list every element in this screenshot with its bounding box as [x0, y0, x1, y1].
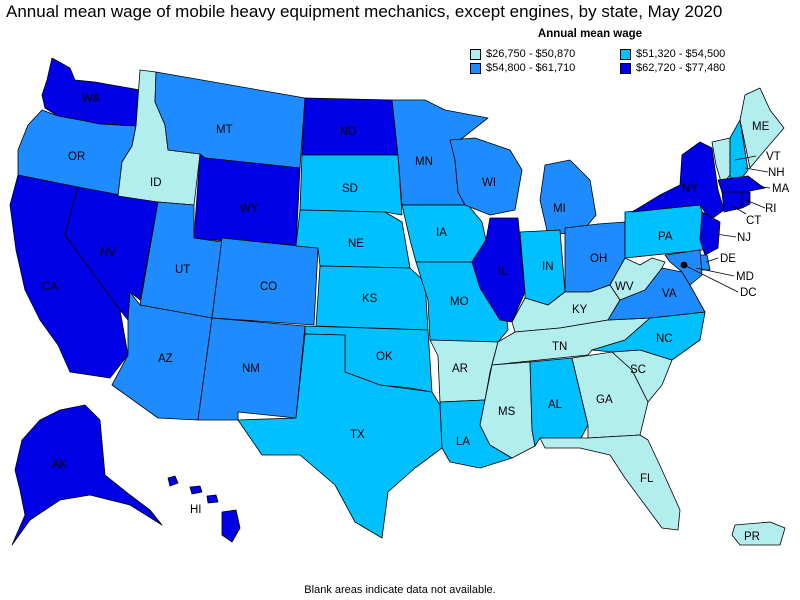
label-il: IL	[498, 266, 508, 278]
label-ri: RI	[765, 203, 777, 215]
state-nc[interactable]	[591, 311, 706, 361]
state-tx[interactable]	[237, 333, 443, 539]
leader-nj	[715, 233, 737, 238]
map-title: Annual mean wage of mobile heavy equipme…	[6, 2, 723, 21]
legend-label-bin-1: $51,320 - $54,500	[636, 48, 726, 60]
label-wi: WI	[482, 177, 496, 189]
legend-item-bin-1: $51,320 - $54,500	[620, 48, 770, 60]
label-ut: UT	[175, 264, 190, 276]
label-tn: TN	[552, 341, 567, 353]
label-ia: IA	[436, 227, 447, 239]
label-nv: NV	[100, 247, 116, 259]
label-ne: NE	[348, 238, 364, 250]
legend-grid: $26,750 - $50,870 $51,320 - $54,500 $54,…	[470, 48, 770, 74]
label-mi: MI	[553, 203, 566, 215]
label-ma: MA	[772, 183, 790, 195]
leader-vt	[734, 155, 757, 161]
label-wy: WY	[240, 203, 259, 215]
leader-ri	[745, 199, 766, 209]
label-md: MD	[736, 271, 754, 283]
state-il[interactable]	[471, 217, 526, 323]
legend-label-bin-2: $54,800 - $61,710	[486, 62, 576, 74]
label-va: VA	[662, 288, 677, 300]
label-ks: KS	[362, 293, 378, 305]
label-co: CO	[260, 281, 277, 293]
footnote: Blank areas indicate data not available.	[304, 584, 496, 596]
label-de: DE	[720, 253, 736, 265]
label-fl: FL	[640, 473, 654, 485]
state-nh[interactable]	[729, 119, 749, 179]
state-ct[interactable]	[721, 191, 743, 213]
state-mi[interactable]	[539, 159, 597, 236]
leader-ma	[761, 186, 771, 189]
label-dc: DC	[740, 287, 757, 299]
label-ar: AR	[452, 363, 468, 375]
label-vt: VT	[766, 151, 781, 163]
label-sc: SC	[630, 364, 646, 376]
label-nj: NJ	[737, 232, 751, 244]
label-nm: NM	[242, 363, 260, 375]
label-or: OR	[68, 151, 85, 163]
legend-title: Annual mean wage	[537, 28, 643, 40]
state-sd[interactable]	[299, 154, 403, 216]
state-fl[interactable]	[539, 434, 681, 531]
legend-item-bin-2: $54,800 - $61,710	[470, 62, 620, 74]
label-me: ME	[752, 121, 770, 133]
state-me[interactable]	[739, 87, 785, 169]
legend-swatch-bin-1	[620, 48, 631, 60]
label-pa: PA	[658, 231, 673, 243]
label-sd: SD	[342, 183, 358, 195]
label-nd: ND	[340, 126, 357, 138]
label-pr: PR	[744, 531, 760, 543]
label-ky: KY	[572, 304, 588, 316]
label-mt: MT	[216, 124, 233, 136]
label-ct: CT	[746, 215, 761, 227]
label-nh: NH	[768, 167, 785, 179]
label-mo: MO	[450, 296, 469, 308]
label-in: IN	[542, 261, 554, 273]
label-tx: TX	[350, 429, 365, 441]
state-nj[interactable]	[699, 211, 721, 256]
legend-swatch-bin-3	[620, 62, 631, 74]
state-co[interactable]	[211, 237, 319, 326]
label-ga: GA	[596, 394, 613, 406]
state-ks[interactable]	[315, 265, 429, 331]
label-id: ID	[150, 177, 162, 189]
label-ny: NY	[682, 183, 698, 195]
label-nc: NC	[656, 333, 673, 345]
label-wv: WV	[615, 281, 634, 293]
legend-label-bin-3: $62,720 - $77,480	[636, 62, 726, 74]
label-wa: WA	[82, 93, 100, 105]
leader-nh	[744, 167, 769, 173]
legend-item-bin-0: $26,750 - $50,870	[470, 48, 620, 60]
state-wy[interactable]	[193, 153, 301, 249]
state-pr[interactable]	[731, 521, 786, 546]
state-ak[interactable]	[11, 404, 163, 546]
label-ms: MS	[498, 406, 516, 418]
leader-dc	[683, 264, 739, 293]
label-la: LA	[456, 436, 470, 448]
legend-label-bin-0: $26,750 - $50,870	[486, 48, 576, 60]
state-wv[interactable]	[609, 257, 666, 301]
label-ok: OK	[376, 351, 393, 363]
label-mn: MN	[415, 156, 433, 168]
label-hi: HI	[190, 504, 202, 516]
leader-md	[695, 267, 735, 277]
legend-swatch-bin-0	[470, 48, 481, 60]
label-ca: CA	[42, 281, 58, 293]
label-oh: OH	[590, 253, 607, 265]
legend: Annual mean wage $26,750 - $50,870 $51,3…	[470, 28, 770, 74]
label-al: AL	[548, 399, 563, 411]
state-hi[interactable]	[167, 475, 241, 543]
legend-swatch-bin-2	[470, 62, 481, 74]
leader-ct	[730, 204, 747, 215]
label-ak: AK	[52, 459, 68, 471]
label-az: AZ	[158, 353, 173, 365]
state-wi[interactable]	[449, 137, 523, 216]
leader-de	[705, 257, 719, 263]
legend-item-bin-3: $62,720 - $77,480	[620, 62, 770, 74]
